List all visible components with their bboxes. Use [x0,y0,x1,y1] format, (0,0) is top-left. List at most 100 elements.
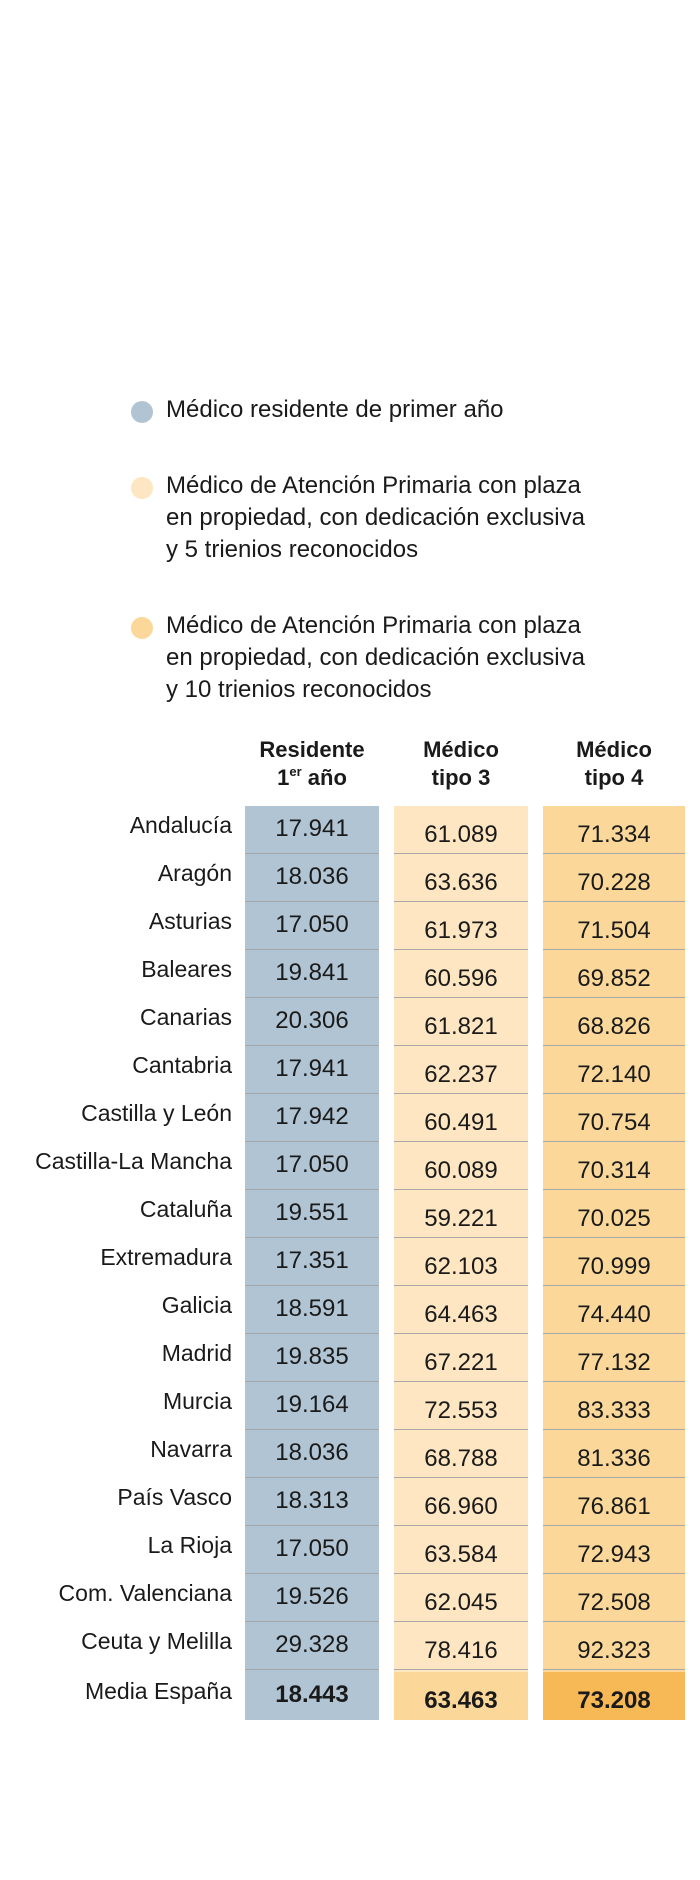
value-tipo-3: 62.237 [424,1061,498,1088]
table-row: Asturias 17.050 61.973 71.504 [0,902,700,950]
average-cell-background-tipo-4 [543,1672,685,1720]
row-divider [543,1573,685,1574]
region-label: Canarias [139,1004,232,1030]
value-tipo-4: 70.025 [577,1205,651,1232]
value-tipo-4: 74.440 [577,1301,651,1328]
row-divider [245,1141,379,1142]
row-divider [394,901,528,902]
row-divider [543,1285,685,1286]
legend-text-line: Médico de Atención Primaria con plaza [166,612,581,639]
row-divider [245,1189,379,1190]
column-header-residente: Residente 1er año [238,736,386,792]
value-tipo-4: 83.333 [577,1397,651,1424]
row-divider [543,997,685,998]
row-divider [245,1525,379,1526]
row-divider [394,1093,528,1094]
row-divider [543,1429,685,1430]
row-divider [543,853,685,854]
row-divider [543,1621,685,1622]
column-header-line1: Residente [259,737,365,762]
value-tipo-3: 60.491 [424,1109,498,1136]
table-row: Castilla-La Mancha 17.050 60.089 70.314 [0,1142,700,1190]
value-tipo-3: 72.553 [424,1397,498,1424]
table-row: Ceuta y Melilla 29.328 78.416 92.323 [0,1622,700,1670]
row-divider [394,1525,528,1526]
column-header-tipo-4: Médico tipo 4 [540,736,688,792]
value-residente: 19.164 [275,1391,349,1418]
table-row: Extremadura 17.351 62.103 70.999 [0,1238,700,1286]
row-divider [245,853,379,854]
legend-swatch-light-orange [131,477,153,499]
legend: Médico residente de primer año Médico de… [130,394,650,706]
value-tipo-3: 78.416 [424,1637,498,1664]
row-divider [543,1333,685,1334]
row-divider [543,1525,685,1526]
row-divider [543,1045,685,1046]
row-divider [543,1141,685,1142]
column-header-line1: Médico [576,737,652,762]
legend-text-line: y 10 trienios reconocidos [166,676,432,703]
average-value-tipo-3: 63.463 [424,1687,498,1714]
value-tipo-4: 72.140 [577,1061,651,1088]
region-label: País Vasco [117,1484,232,1510]
table-row: Baleares 19.841 60.596 69.852 [0,950,700,998]
value-tipo-3: 67.221 [424,1349,498,1376]
row-divider [394,1669,528,1670]
column-header-line2: tipo 4 [584,765,644,790]
row-divider [394,1621,528,1622]
row-divider [394,1285,528,1286]
value-tipo-4: 81.336 [577,1445,651,1472]
row-divider [394,853,528,854]
value-tipo-3: 60.596 [424,965,498,992]
legend-text-line: en propiedad, con dedicación exclusiva [166,644,585,671]
value-residente: 19.835 [275,1343,349,1370]
value-tipo-3: 61.973 [424,917,498,944]
table-row: Canarias 20.306 61.821 68.826 [0,998,700,1046]
value-residente: 17.050 [275,911,349,938]
column-background-tipo-3 [394,806,528,1720]
row-divider [543,901,685,902]
region-label: Com. Valenciana [58,1580,232,1606]
region-label: La Rioja [147,1532,232,1558]
value-tipo-3: 66.960 [424,1493,498,1520]
row-divider [543,1093,685,1094]
value-tipo-4: 70.999 [577,1253,651,1280]
average-cell-background-tipo-3 [394,1672,528,1720]
row-divider [543,1189,685,1190]
region-label: Aragón [157,860,232,886]
value-tipo-4: 72.943 [577,1541,651,1568]
table-row: Cataluña 19.551 59.221 70.025 [0,1190,700,1238]
region-label: Asturias [148,908,232,934]
legend-item-10-trienios: Médico de Atención Primaria con plaza en… [130,610,650,706]
table-row: Aragón 18.036 63.636 70.228 [0,854,700,902]
value-residente: 19.841 [275,959,349,986]
row-divider [245,901,379,902]
row-divider [394,1189,528,1190]
average-label: Media España [84,1678,232,1704]
row-divider [543,949,685,950]
row-divider [543,1237,685,1238]
table-row: Com. Valenciana 19.526 62.045 72.508 [0,1574,700,1622]
row-divider [245,1477,379,1478]
legend-item-5-trienios: Médico de Atención Primaria con plaza en… [130,470,650,566]
region-label: Ceuta y Melilla [81,1628,232,1654]
table-row: Madrid 19.835 67.221 77.132 [0,1334,700,1382]
region-label: Castilla y León [81,1100,232,1126]
value-tipo-4: 70.754 [577,1109,651,1136]
average-value-tipo-4: 73.208 [577,1687,651,1714]
value-residente: 17.941 [275,1055,349,1082]
value-residente: 29.328 [275,1631,349,1658]
value-residente: 18.036 [275,863,349,890]
row-divider [394,1333,528,1334]
legend-text-line: en propiedad, con dedicación exclusiva [166,504,585,531]
row-divider [245,1093,379,1094]
table-row: Navarra 18.036 68.788 81.336 [0,1430,700,1478]
value-residente: 19.551 [275,1199,349,1226]
value-tipo-3: 68.788 [424,1445,498,1472]
column-header-line2: tipo 3 [431,765,491,790]
region-label: Madrid [161,1340,232,1366]
value-tipo-4: 71.504 [577,917,651,944]
row-divider [394,997,528,998]
row-divider [245,949,379,950]
row-divider [394,949,528,950]
